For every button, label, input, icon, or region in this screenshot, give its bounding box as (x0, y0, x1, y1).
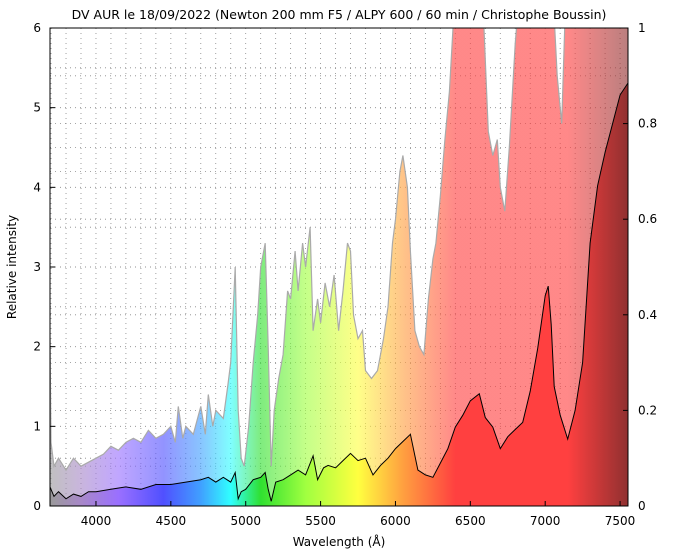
y-tick-label: 2 (33, 340, 41, 354)
continuum-line (50, 82, 628, 502)
y2-tick-label: 0 (638, 499, 646, 513)
x-tick-label: 4000 (81, 514, 112, 528)
x-tick-label: 6500 (455, 514, 486, 528)
x-tick-label: 7000 (530, 514, 561, 528)
y2-tick-label: 1 (638, 21, 646, 35)
y-tick-label: 3 (33, 260, 41, 274)
y2-tick-label: 0.2 (638, 403, 657, 417)
x-tick-label: 7500 (605, 514, 636, 528)
y-tick-label: 5 (33, 101, 41, 115)
y2-tick-label: 0.4 (638, 308, 657, 322)
y-axis-label: Relative intensity (5, 215, 19, 319)
y2-tick-label: 0.8 (638, 117, 657, 131)
x-tick-label: 6000 (380, 514, 411, 528)
chart-title: DV AUR le 18/09/2022 (Newton 200 mm F5 /… (72, 7, 607, 22)
y-tick-label: 6 (33, 21, 41, 35)
continuum-fill (50, 83, 628, 506)
x-tick-label: 5500 (305, 514, 336, 528)
y-tick-label: 1 (33, 419, 41, 433)
y-tick-label: 4 (33, 180, 41, 194)
y-tick-label: 0 (33, 499, 41, 513)
spectrum-line (50, 28, 566, 472)
spectrum-fill (50, 28, 628, 506)
y2-tick-label: 0.6 (638, 212, 657, 226)
x-axis-label: Wavelength (Å) (293, 534, 386, 549)
x-tick-label: 4500 (156, 514, 187, 528)
x-tick-label: 5000 (230, 514, 261, 528)
